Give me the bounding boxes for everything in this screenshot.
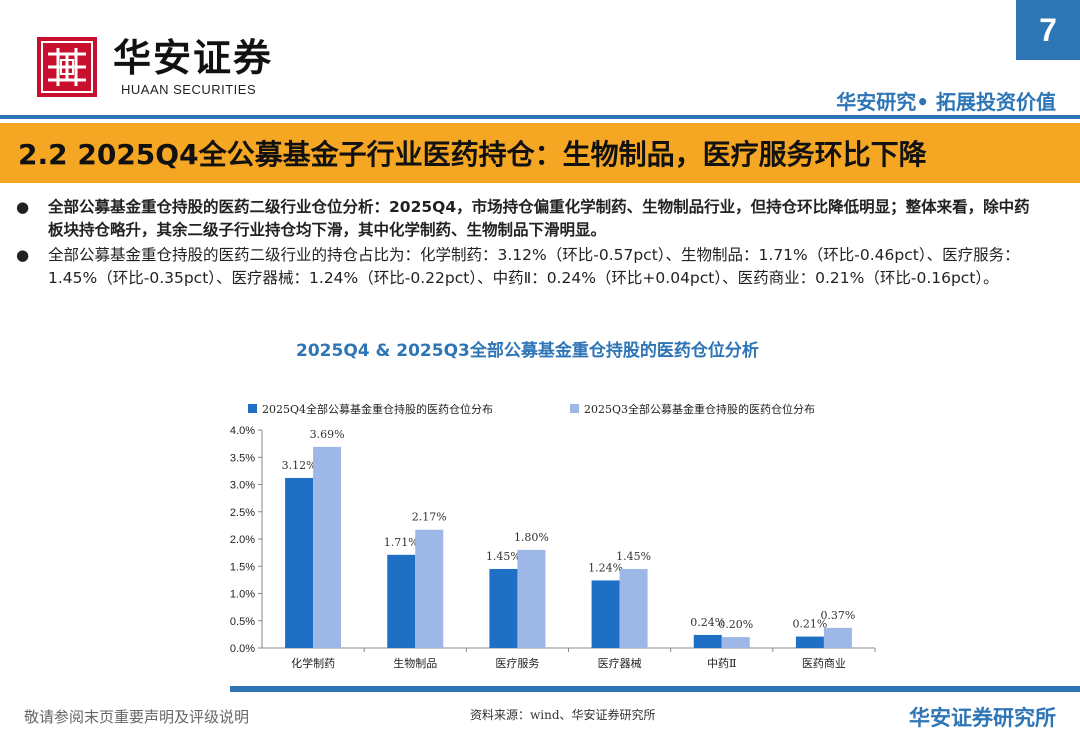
bar <box>721 637 750 648</box>
footer-institute: 华安证券研究所 <box>909 706 1056 730</box>
x-tick-label: 医疗服务 <box>495 656 539 670</box>
footer-source: 资料来源：wind、华安证券研究所 <box>470 708 656 722</box>
huaan-logo-icon <box>37 37 97 97</box>
y-tick-label: 2.0% <box>230 534 255 546</box>
data-label: 1.45% <box>616 550 651 563</box>
footer-divider <box>230 686 1080 692</box>
y-tick-label: 2.5% <box>230 507 255 519</box>
data-label: 1.71% <box>384 536 419 549</box>
data-label: 2.17% <box>412 511 447 524</box>
bar-chart: 2025Q4全部公募基金重仓持股的医药仓位分布 2025Q3全部公募基金重仓持股的… <box>230 402 876 670</box>
data-label: 3.69% <box>310 428 345 441</box>
data-label: 0.24% <box>690 616 725 629</box>
bar <box>795 636 824 648</box>
bar <box>591 580 620 648</box>
y-tick-label: 4.0% <box>230 425 255 437</box>
x-tick-label: 生物制品 <box>393 656 437 670</box>
x-tick-label: 医疗器械 <box>598 656 642 670</box>
bullet-dot-icon: ● <box>16 198 30 216</box>
footer-disclaimer: 敬请参阅末页重要声明及评级说明 <box>24 708 250 726</box>
bar <box>693 634 722 648</box>
data-label: 3.12% <box>282 459 317 472</box>
bar <box>313 446 342 648</box>
legend-swatch <box>570 404 579 413</box>
bar <box>823 627 852 648</box>
chart-title: 2025Q4 & 2025Q3全部公募基金重仓持股的医药仓位分析 <box>296 341 759 361</box>
page-number: 7 <box>1016 0 1080 60</box>
brand-name-en: HUAAN SECURITIES <box>121 82 257 97</box>
y-tick-label: 1.5% <box>230 561 255 573</box>
legend-label: 2025Q4全部公募基金重仓持股的医药仓位分布 <box>262 402 493 416</box>
bar <box>517 549 546 648</box>
data-label: 0.21% <box>792 618 827 631</box>
x-tick-label: 中药Ⅱ <box>707 657 736 670</box>
section-title: 2.2 2025Q4全公募基金子行业医药持仓：生物制品，医疗服务环比下降 <box>0 123 1080 183</box>
bar <box>285 477 314 648</box>
y-tick-label: 0.5% <box>230 616 255 628</box>
data-label: 1.80% <box>514 531 549 544</box>
brand-name-cn: 华安证券 <box>113 35 274 80</box>
y-tick-label: 1.0% <box>230 589 255 601</box>
bullet-text: 全部公募基金重仓持股的医药二级行业仓位分析：2025Q4，市场持仓偏重化学制药、… <box>48 198 1030 239</box>
bullet-text: 全部公募基金重仓持股的医药二级行业的持仓占比为：化学制药：3.12%（环比-0.… <box>48 246 1020 287</box>
bullet-item: ● 全部公募基金重仓持股的医药二级行业的持仓占比为：化学制药：3.12%（环比-… <box>14 244 1034 290</box>
bar <box>489 568 518 648</box>
bullet-item: ● 全部公募基金重仓持股的医药二级行业仓位分析：2025Q4，市场持仓偏重化学制… <box>14 196 1034 242</box>
data-label: 0.20% <box>718 618 753 631</box>
y-tick-label: 0.0% <box>230 643 255 655</box>
legend-label: 2025Q3全部公募基金重仓持股的医药仓位分布 <box>584 402 815 416</box>
bullet-dot-icon: ● <box>16 246 30 264</box>
bullet-list: ● 全部公募基金重仓持股的医药二级行业仓位分析：2025Q4，市场持仓偏重化学制… <box>14 196 1034 292</box>
data-label: 1.24% <box>588 561 623 574</box>
header-slogan: 华安研究• 拓展投资价值 <box>836 90 1056 114</box>
data-label: 1.45% <box>486 550 521 563</box>
bar <box>415 529 444 648</box>
legend-swatch <box>248 404 257 413</box>
y-tick-label: 3.5% <box>230 452 255 464</box>
header-divider <box>0 115 1080 119</box>
bar <box>387 554 416 648</box>
bar <box>619 568 648 648</box>
x-tick-label: 化学制药 <box>291 656 335 670</box>
y-tick-label: 3.0% <box>230 480 255 492</box>
data-label: 0.37% <box>820 609 855 622</box>
x-tick-label: 医药商业 <box>802 656 846 670</box>
